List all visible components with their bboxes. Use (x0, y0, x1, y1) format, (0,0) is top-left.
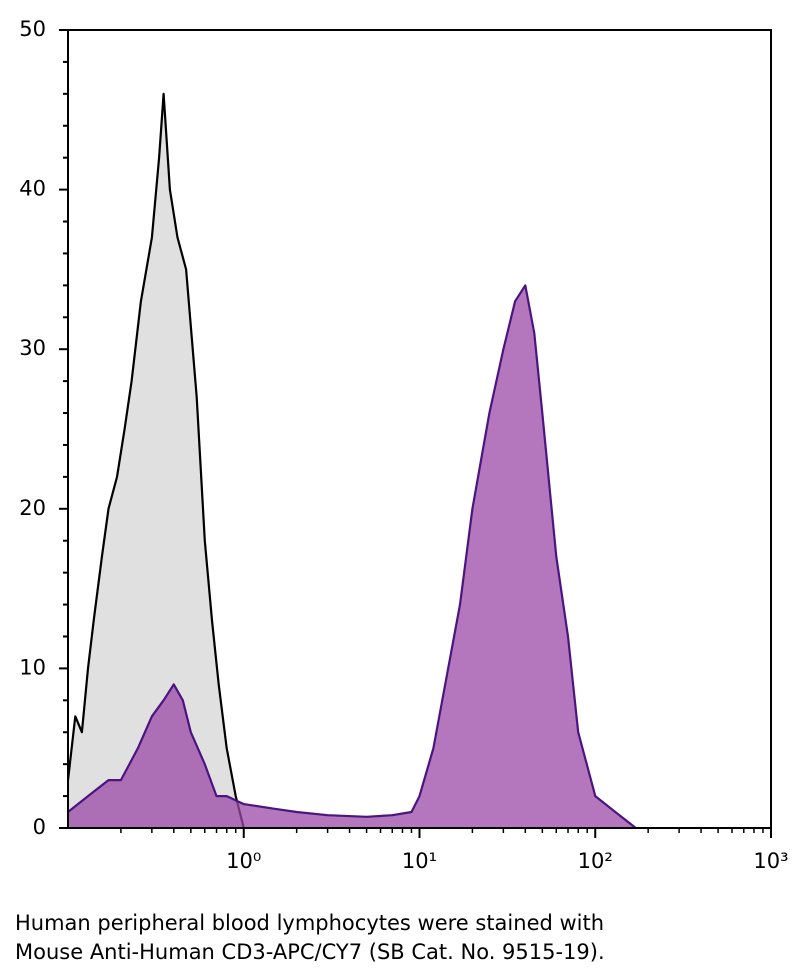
y-tick-label: 50 (19, 17, 46, 41)
area-fill (68, 285, 636, 828)
caption-line: Mouse Anti-Human CD3-APC/CY7 (SB Cat. No… (15, 940, 605, 964)
y-tick-label: 10 (19, 655, 46, 679)
x-tick-label: 10³ (753, 849, 788, 873)
y-tick-label: 40 (19, 177, 46, 201)
y-tick-label: 30 (19, 336, 46, 360)
x-tick-label: 10² (578, 849, 613, 873)
area-fill (68, 93, 244, 829)
caption-line: Human peripheral blood lymphocytes were … (15, 911, 604, 935)
y-tick-label: 20 (19, 496, 46, 520)
x-tick-label: 10¹ (402, 849, 437, 873)
histogram-line (66, 92, 245, 829)
y-tick-label: 0 (33, 815, 46, 839)
histogram-line (67, 284, 637, 829)
x-tick-label: 10⁰ (226, 849, 261, 873)
